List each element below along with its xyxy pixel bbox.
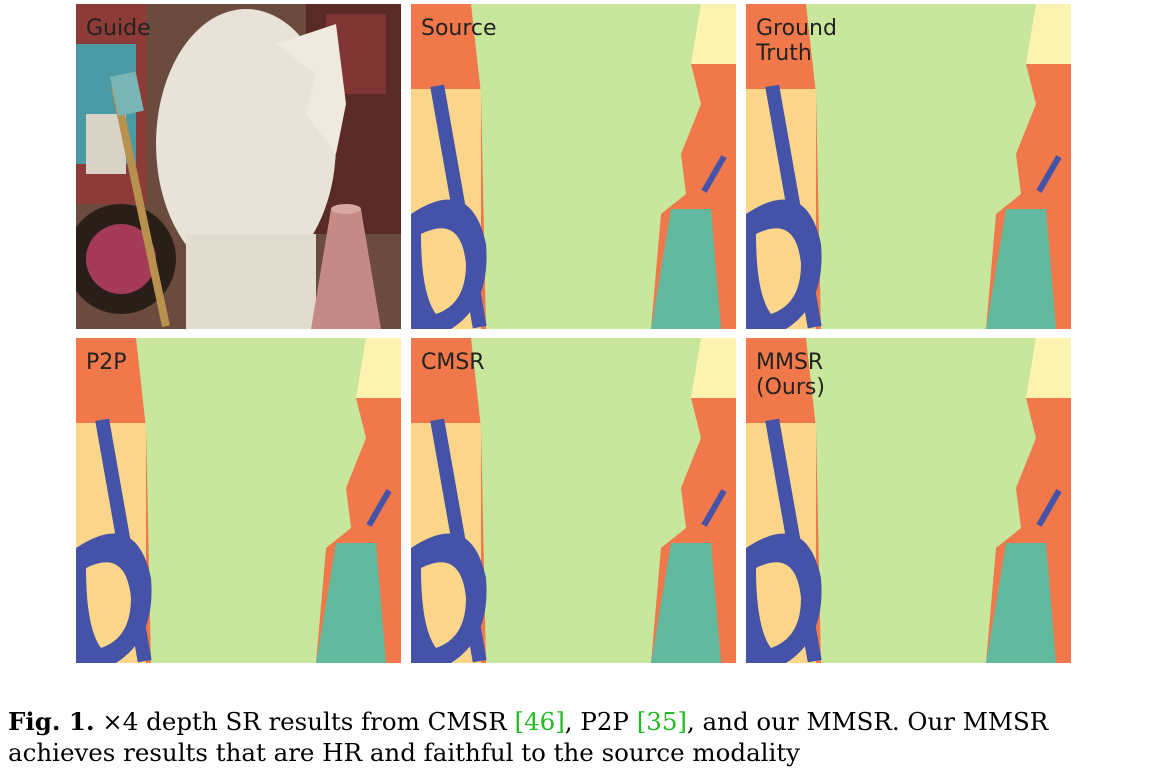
figure-number: Fig. 1.: [8, 707, 95, 736]
cmsr-panel: CMSR: [411, 338, 736, 663]
panel-label: MMSR (Ours): [756, 350, 825, 400]
guide-panel: Guide: [76, 4, 401, 329]
cmsr-depth-image: [411, 338, 736, 663]
guide-image: [76, 4, 401, 329]
panel-label: Guide: [86, 16, 151, 41]
p2p-depth-image: [76, 338, 401, 663]
citation-link[interactable]: [46]: [514, 707, 565, 736]
ground-truth-depth-image: [746, 4, 1071, 329]
ground-truth-panel: Ground Truth: [746, 4, 1071, 329]
caption-text: , P2P: [564, 707, 637, 736]
mmsr-depth-image: [746, 338, 1071, 663]
figure-caption: Fig. 1. ×4 depth SR results from CMSR [4…: [8, 706, 1158, 768]
panel-label: CMSR: [421, 350, 485, 375]
caption-text: ×4 depth SR results from CMSR: [94, 707, 515, 736]
panel-label: Ground Truth: [756, 16, 837, 66]
source-depth-image: [411, 4, 736, 329]
p2p-panel: P2P: [76, 338, 401, 663]
panel-label: Source: [421, 16, 497, 41]
mmsr-panel: MMSR (Ours): [746, 338, 1071, 663]
caption-text: , and our MMSR. Our MMSR achieves result…: [8, 707, 1049, 767]
source-panel: Source: [411, 4, 736, 329]
panel-label: P2P: [86, 350, 127, 375]
citation-link[interactable]: [35]: [636, 707, 687, 736]
